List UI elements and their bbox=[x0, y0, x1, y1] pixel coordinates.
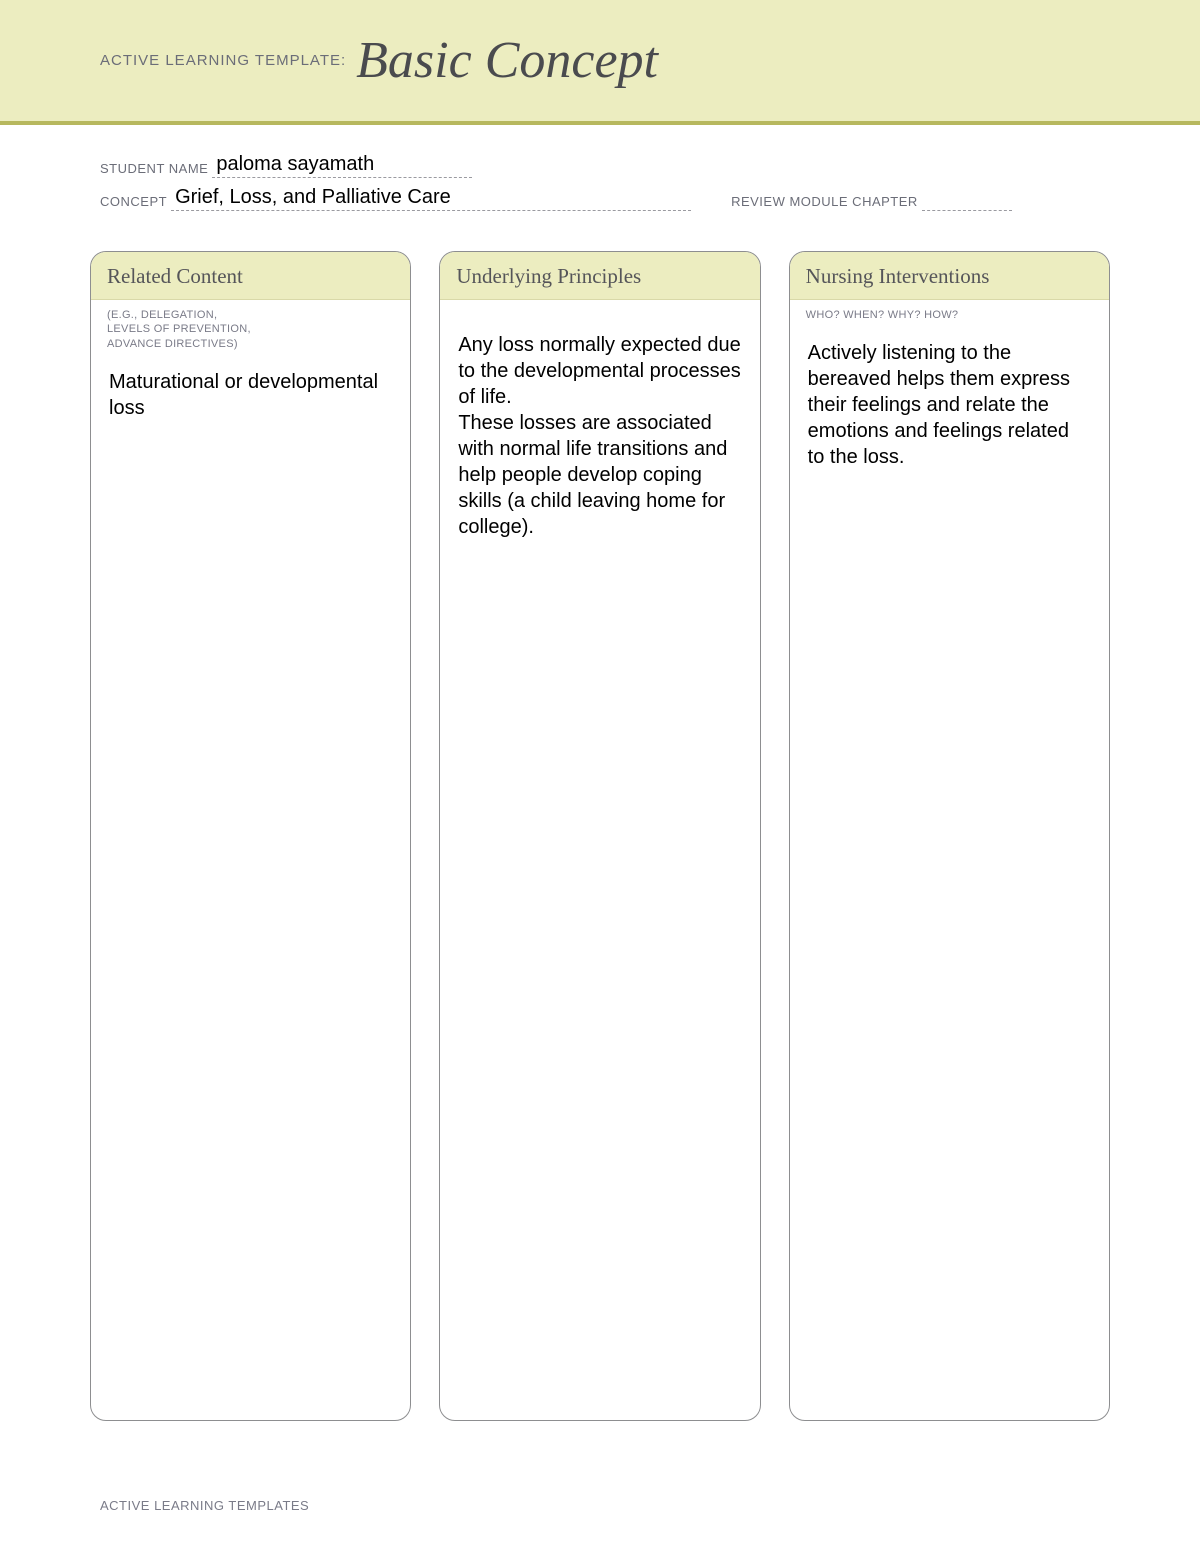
related-content-title: Related Content bbox=[107, 264, 394, 289]
related-content-column: Related Content (E.G., DELEGATION, LEVEL… bbox=[90, 251, 411, 1421]
concept-label: CONCEPT bbox=[100, 194, 167, 211]
columns-container: Related Content (E.G., DELEGATION, LEVEL… bbox=[0, 211, 1200, 1421]
student-name-label: STUDENT NAME bbox=[100, 161, 208, 178]
nursing-interventions-column: Nursing Interventions WHO? WHEN? WHY? HO… bbox=[789, 251, 1110, 1421]
underlying-principles-title: Underlying Principles bbox=[456, 264, 743, 289]
chapter-label: REVIEW MODULE CHAPTER bbox=[731, 194, 918, 211]
chapter-row: REVIEW MODULE CHAPTER bbox=[731, 194, 1012, 211]
student-name-row: STUDENT NAME paloma sayamath bbox=[100, 153, 1100, 178]
underlying-principles-header: Underlying Principles bbox=[440, 252, 759, 300]
underlying-principles-subtitle bbox=[440, 300, 759, 318]
header-prefix: ACTIVE LEARNING TEMPLATE: bbox=[100, 52, 346, 69]
underlying-principles-body: Any loss normally expected due to the de… bbox=[440, 318, 759, 554]
student-name-value: paloma sayamath bbox=[212, 153, 472, 178]
related-content-subtitle: (E.G., DELEGATION, LEVELS OF PREVENTION,… bbox=[91, 300, 410, 355]
nursing-interventions-title: Nursing Interventions bbox=[806, 264, 1093, 289]
nursing-interventions-subtitle: WHO? WHEN? WHY? HOW? bbox=[790, 300, 1109, 326]
related-content-header: Related Content bbox=[91, 252, 410, 300]
concept-chapter-row: CONCEPT Grief, Loss, and Palliative Care… bbox=[100, 186, 1100, 211]
footer-text: ACTIVE LEARNING TEMPLATES bbox=[100, 1498, 309, 1513]
nursing-interventions-body: Actively listening to the bereaved helps… bbox=[790, 326, 1109, 484]
nursing-interventions-header: Nursing Interventions bbox=[790, 252, 1109, 300]
underlying-principles-column: Underlying Principles Any loss normally … bbox=[439, 251, 760, 1421]
info-section: STUDENT NAME paloma sayamath CONCEPT Gri… bbox=[0, 125, 1200, 211]
concept-value: Grief, Loss, and Palliative Care bbox=[171, 186, 691, 211]
header-band: ACTIVE LEARNING TEMPLATE: Basic Concept bbox=[0, 0, 1200, 125]
chapter-value bbox=[922, 209, 1012, 211]
header-title: Basic Concept bbox=[356, 31, 658, 90]
related-content-body: Maturational or developmental loss bbox=[91, 355, 410, 435]
concept-row: CONCEPT Grief, Loss, and Palliative Care bbox=[100, 186, 691, 211]
